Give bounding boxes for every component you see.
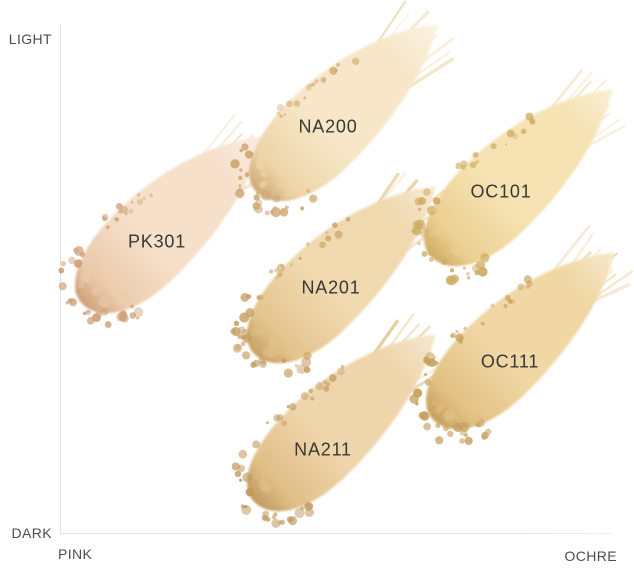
swatch-label-na200: NA200 [298,116,358,137]
swatch-label-pk301: PK301 [127,231,187,252]
powder-swatch-na201 [207,143,477,402]
powder-swatch-pk301 [35,93,305,352]
swatch-label-oc111: OC111 [480,351,540,372]
powder-swatch-na200 [209,0,479,239]
x-axis-line [60,533,612,534]
powder-swatch-na211 [207,291,477,550]
swatch-label-na201: NA201 [301,277,361,298]
y-axis-bottom-label: DARK [11,525,52,541]
powder-swatch-oc111 [386,209,634,468]
swatch-label-na211: NA211 [294,439,352,460]
swatch-label-oc101: OC101 [470,181,532,202]
powder-swatch-oc101 [384,46,634,305]
y-axis-top-label: LIGHT [8,31,52,47]
x-axis-right-label: OCHRE [564,548,617,564]
x-axis-left-label: PINK [58,546,93,562]
y-axis-line [60,24,61,533]
